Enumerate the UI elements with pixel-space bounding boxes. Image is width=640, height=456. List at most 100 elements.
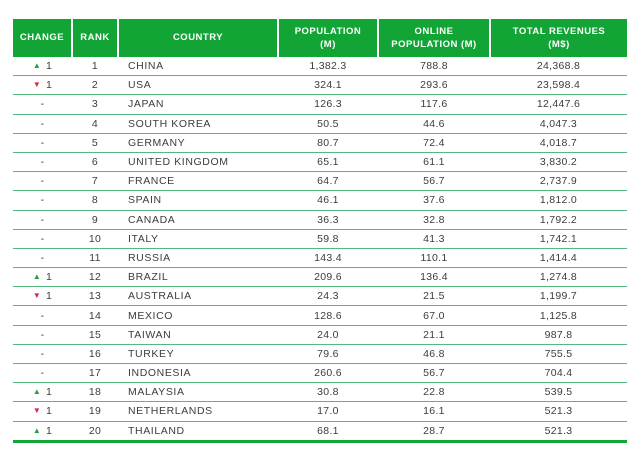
total-revenues-cell: 1,199.7: [490, 286, 627, 307]
total-revenues-cell: 521.3: [490, 421, 627, 443]
table-row: - 6 UNITED KINGDOM 65.1 61.1 3,830.2: [13, 152, 627, 173]
total-revenues-cell: 1,812.0: [490, 190, 627, 211]
total-revenues-cell: 3,830.2: [490, 152, 627, 173]
table-row: - 4 SOUTH KOREA 50.5 44.6 4,047.3: [13, 114, 627, 134]
population-cell: 79.6: [278, 344, 378, 365]
no-change-dash: -: [40, 136, 45, 149]
rank-cell: 19: [72, 401, 118, 422]
population-cell: 17.0: [278, 401, 378, 422]
no-change-dash: -: [40, 367, 45, 380]
country-cell: TAIWAN: [118, 325, 278, 345]
country-cell: USA: [118, 75, 278, 96]
rank-cell: 2: [72, 75, 118, 96]
table-row: ▼ 1 2 USA 324.1 293.6 23,598.4: [13, 75, 627, 96]
online-population-cell: 21.1: [378, 325, 490, 345]
change-cell: -: [13, 152, 72, 173]
down-triangle-icon: ▼: [32, 80, 42, 90]
up-triangle-icon: ▲: [32, 387, 42, 397]
total-revenues-cell: 755.5: [490, 344, 627, 365]
change-value: 1: [46, 386, 53, 399]
table-row: - 5 GERMANY 80.7 72.4 4,018.7: [13, 133, 627, 153]
no-change-dash: -: [40, 98, 45, 111]
population-cell: 324.1: [278, 75, 378, 96]
online-population-cell: 56.7: [378, 171, 490, 192]
down-triangle-icon: ▼: [32, 406, 42, 416]
rank-cell: 7: [72, 171, 118, 192]
online-population-cell: 117.6: [378, 94, 490, 115]
no-change-dash: -: [40, 117, 45, 130]
total-revenues-cell: 1,125.8: [490, 305, 627, 326]
column-header-change: CHANGE: [13, 19, 73, 57]
change-cell: -: [13, 229, 72, 249]
change-cell: -: [13, 363, 72, 384]
online-population-cell: 22.8: [378, 382, 490, 403]
change-cell: -: [13, 305, 72, 326]
total-revenues-cell: 1,792.2: [490, 210, 627, 230]
online-population-cell: 46.8: [378, 344, 490, 365]
rank-cell: 1: [72, 57, 118, 77]
change-cell: ▲ 1: [13, 57, 72, 77]
total-revenues-cell: 539.5: [490, 382, 627, 403]
population-cell: 80.7: [278, 133, 378, 153]
online-population-cell: 61.1: [378, 152, 490, 173]
online-population-cell: 41.3: [378, 229, 490, 249]
total-revenues-cell: 4,018.7: [490, 133, 627, 153]
no-change-dash: -: [40, 347, 45, 360]
column-header-population: POPULATION (M): [278, 19, 379, 57]
country-cell: THAILAND: [118, 421, 278, 443]
country-cell: JAPAN: [118, 94, 278, 115]
population-cell: 128.6: [278, 305, 378, 326]
total-revenues-cell: 12,447.6: [490, 94, 627, 115]
table-row: - 3 JAPAN 126.3 117.6 12,447.6: [13, 94, 627, 115]
change-value: 1: [46, 424, 53, 437]
table-row: ▲ 1 12 BRAZIL 209.6 136.4 1,274.8: [13, 267, 627, 288]
table-row: - 16 TURKEY 79.6 46.8 755.5: [13, 344, 627, 365]
country-cell: TURKEY: [118, 344, 278, 365]
change-value: 1: [46, 405, 53, 418]
total-revenues-cell: 704.4: [490, 363, 627, 384]
population-cell: 209.6: [278, 267, 378, 288]
rank-cell: 17: [72, 363, 118, 384]
rank-cell: 3: [72, 94, 118, 115]
table-row: - 9 CANADA 36.3 32.8 1,792.2: [13, 210, 627, 230]
rank-cell: 4: [72, 114, 118, 134]
rank-cell: 11: [72, 248, 118, 269]
header-row: CHANGE RANK COUNTRY POPULATION (M) ONLIN…: [13, 19, 627, 57]
no-change-dash: -: [40, 175, 45, 188]
change-value: 1: [46, 79, 53, 92]
change-value: 1: [46, 271, 53, 284]
online-population-cell: 56.7: [378, 363, 490, 384]
table-row: - 11 RUSSIA 143.4 110.1 1,414.4: [13, 248, 627, 269]
total-revenues-cell: 23,598.4: [490, 75, 627, 96]
rank-cell: 13: [72, 286, 118, 307]
change-cell: -: [13, 94, 72, 115]
table-row: ▲ 1 1 CHINA 1,382.3 788.8 24,368.8: [13, 57, 627, 77]
country-cell: SPAIN: [118, 190, 278, 211]
no-change-dash: -: [40, 328, 45, 341]
table-row: ▼ 1 19 NETHERLANDS 17.0 16.1 521.3: [13, 401, 627, 422]
change-value: 1: [46, 60, 53, 73]
rank-cell: 12: [72, 267, 118, 288]
population-cell: 64.7: [278, 171, 378, 192]
online-population-cell: 21.5: [378, 286, 490, 307]
change-cell: ▲ 1: [13, 267, 72, 288]
change-value: 1: [46, 290, 53, 303]
change-cell: -: [13, 248, 72, 269]
country-cell: FRANCE: [118, 171, 278, 192]
table-row: ▲ 1 20 THAILAND 68.1 28.7 521.3: [13, 421, 627, 443]
table-row: - 7 FRANCE 64.7 56.7 2,737.9: [13, 171, 627, 192]
country-cell: GERMANY: [118, 133, 278, 153]
column-header-country: COUNTRY: [118, 19, 279, 57]
online-population-cell: 32.8: [378, 210, 490, 230]
online-population-cell: 67.0: [378, 305, 490, 326]
change-cell: -: [13, 133, 72, 153]
rank-cell: 14: [72, 305, 118, 326]
table-row: ▲ 1 18 MALAYSIA 30.8 22.8 539.5: [13, 382, 627, 403]
no-change-dash: -: [40, 194, 45, 207]
change-cell: -: [13, 210, 72, 230]
total-revenues-cell: 4,047.3: [490, 114, 627, 134]
table-row: - 8 SPAIN 46.1 37.6 1,812.0: [13, 190, 627, 211]
country-cell: NETHERLANDS: [118, 401, 278, 422]
online-population-cell: 72.4: [378, 133, 490, 153]
